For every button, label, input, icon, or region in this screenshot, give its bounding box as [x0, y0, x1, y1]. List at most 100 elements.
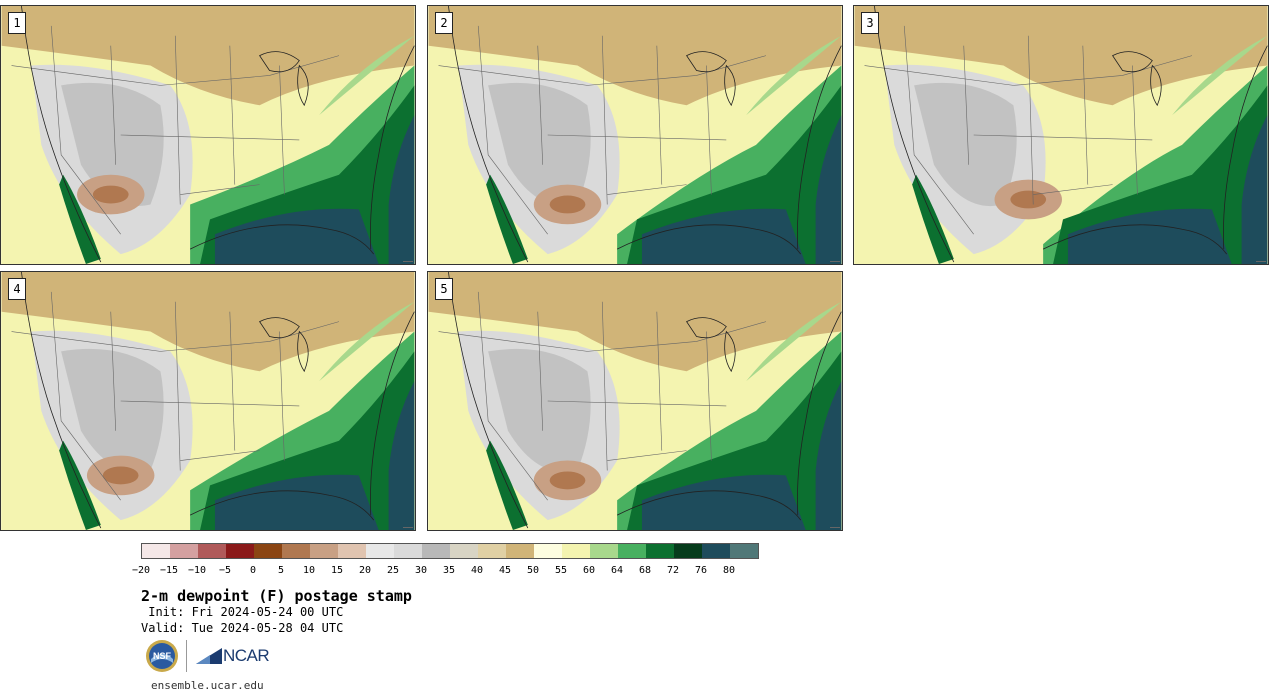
state-border	[279, 65, 285, 195]
colorbar-swatch	[338, 544, 366, 558]
very-dry-region	[914, 82, 1017, 207]
state-border	[229, 311, 236, 451]
great-lakes	[259, 51, 309, 107]
state-border	[537, 311, 544, 431]
gulf-coastline	[189, 224, 375, 255]
postage-stamp-panel-5: 5	[427, 271, 843, 531]
moist-band-light	[746, 35, 842, 116]
colorbar-swatch	[506, 544, 534, 558]
ncar-logo: NCAR	[196, 646, 270, 666]
dewpoint-map	[854, 6, 1268, 264]
gulf-coastline	[616, 490, 802, 521]
colorbar-tick-label: −20	[131, 565, 151, 576]
colorbar-swatch	[730, 544, 758, 558]
colorbar-swatch	[562, 544, 590, 558]
gulf-of-mexico	[1067, 208, 1232, 264]
colorbar-tick-label: −5	[218, 565, 232, 576]
panel-number: 2	[435, 12, 453, 34]
west-coastline	[448, 272, 529, 529]
nsf-logo: NSF	[146, 640, 178, 672]
dry-north-region	[1, 6, 415, 106]
gulf-coastline	[189, 490, 375, 521]
colorbar-tick-label: 76	[694, 565, 708, 576]
colorbar-tick-label: 10	[302, 565, 316, 576]
state-border	[11, 321, 340, 352]
colorbar-tick-label: 20	[358, 565, 372, 576]
state-border	[607, 184, 687, 195]
state-border	[1132, 65, 1138, 195]
gulf-coastline	[616, 224, 802, 255]
colorbar-tick-label: 72	[666, 565, 680, 576]
state-border	[706, 331, 712, 461]
gulf-of-mexico	[214, 208, 379, 264]
colorbar-tick-label: 35	[442, 565, 456, 576]
brown-dry-core-inner	[92, 185, 129, 204]
colorbar-swatch	[478, 544, 506, 558]
colorbar-swatch	[226, 544, 254, 558]
dry-north-region	[1, 272, 415, 372]
state-border	[537, 45, 544, 165]
colorbar-tick-label: 40	[470, 565, 484, 576]
gulf-of-mexico	[641, 208, 806, 264]
colorbar-swatch	[674, 544, 702, 558]
panel-number: 5	[435, 278, 453, 300]
state-border	[1033, 184, 1113, 195]
brown-dry-core-inner	[549, 471, 586, 490]
postage-stamp-panel-1: 1	[0, 5, 416, 265]
dewpoint-map	[1, 272, 415, 530]
colorbar-tick-label: −15	[159, 565, 179, 576]
very-dry-region	[61, 348, 164, 473]
state-border	[1082, 45, 1089, 185]
state-border	[174, 301, 181, 471]
state-border	[963, 45, 970, 165]
colorbar-swatch	[170, 544, 198, 558]
dewpoint-map	[1, 6, 415, 264]
scale-bar	[830, 527, 840, 528]
init-time: Init: Fri 2024-05-24 00 UTC	[141, 605, 344, 619]
postage-stamp-panel-4: 4	[0, 271, 416, 531]
atlantic-ocean	[388, 381, 415, 530]
state-border	[477, 25, 548, 235]
logo-divider	[186, 640, 187, 672]
postage-stamp-panel-3: 3	[853, 5, 1269, 265]
colorbar-tick-label: 68	[638, 565, 652, 576]
very-dry-region	[488, 82, 591, 207]
colorbar-tick-label: 45	[498, 565, 512, 576]
colorbar-tick-label: 80	[722, 565, 736, 576]
west-coastline	[448, 6, 529, 263]
state-border	[903, 25, 974, 235]
great-lakes	[686, 51, 736, 107]
figure-title: 2-m dewpoint (F) postage stamp	[141, 587, 412, 605]
colorbar-swatch	[310, 544, 338, 558]
state-border	[973, 134, 1153, 141]
colorbar-swatch	[618, 544, 646, 558]
brown-dry-core-inner	[1010, 190, 1047, 209]
state-border	[110, 311, 117, 431]
state-border	[656, 311, 663, 451]
dry-north-region	[854, 6, 1268, 106]
state-border	[279, 331, 285, 461]
scale-bar	[1256, 261, 1266, 262]
colorbar-tick-label: 60	[582, 565, 596, 576]
state-border	[11, 55, 340, 86]
color-legend: −20 −15 −10 −5 0 5 10 15 20 25 30 35 40 45 50 55 60 64 68 7…	[132, 543, 759, 577]
state-border	[547, 400, 727, 407]
ncar-wordmark: NCAR	[223, 646, 270, 665]
gulf-coastline	[1042, 224, 1228, 255]
state-border	[120, 400, 300, 407]
west-coastline	[21, 6, 102, 263]
state-border	[656, 45, 663, 185]
colorbar-tick-label: −10	[187, 565, 207, 576]
colorbar-swatch	[646, 544, 674, 558]
state-border	[50, 25, 121, 235]
great-lakes	[1112, 51, 1162, 107]
west-coastline	[21, 272, 102, 529]
state-border	[477, 291, 548, 501]
colorbar-ticks: −20 −15 −10 −5 0 5 10 15 20 25 30 35 40 45 50 55 60 64 68 7…	[132, 561, 759, 577]
state-border	[438, 55, 767, 86]
dry-north-region	[428, 272, 842, 372]
postage-stamp-panel-2: 2	[427, 5, 843, 265]
colorbar-swatch	[422, 544, 450, 558]
atlantic-ocean	[815, 115, 842, 264]
east-coastline	[370, 311, 415, 516]
